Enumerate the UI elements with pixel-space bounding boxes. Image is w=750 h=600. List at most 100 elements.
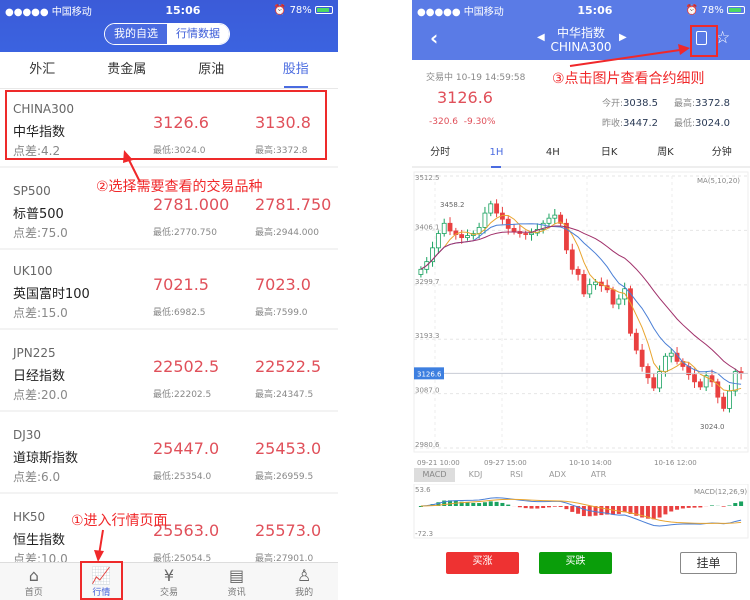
- candlestick-chart[interactable]: 3512.5 3406.1 3299.7 3193.3 3087.0 2980.6 09-2…: [412, 168, 750, 468]
- open-value: 3038.5: [623, 98, 659, 109]
- x-tick-label: 09-21 10:00: [417, 459, 460, 467]
- contract-details-clipboard-icon[interactable]: [696, 31, 707, 45]
- macd-bar: [645, 506, 650, 519]
- favorite-star-icon[interactable]: ☆: [715, 28, 731, 48]
- segment-market-data[interactable]: 行情数据: [167, 24, 229, 44]
- row-code: JPN225: [13, 346, 56, 360]
- candle-body: [581, 274, 587, 295]
- macd-bar: [581, 506, 586, 517]
- battery-percent: 78%: [289, 4, 312, 16]
- macd-bar: [570, 506, 575, 512]
- tab-label: 交易: [159, 588, 178, 598]
- tab-news[interactable]: ▤ 资讯: [203, 563, 271, 600]
- row-spread: 点差:6.0: [13, 470, 61, 484]
- candle-body: [482, 212, 488, 228]
- candle-body: [668, 352, 674, 357]
- indicator-tab-rsi[interactable]: RSI: [510, 470, 523, 479]
- tab-trend-chart[interactable]: 📈 行情: [68, 563, 136, 600]
- tab-user[interactable]: ♙ 我的: [270, 563, 338, 600]
- macd-bar: [546, 506, 551, 508]
- indicator-tab-kdj[interactable]: KDJ: [468, 470, 483, 479]
- macd-bar: [727, 505, 732, 506]
- candle-body: [657, 371, 662, 389]
- candle-body: [616, 298, 622, 305]
- indicator-tab-atr[interactable]: ATR: [590, 470, 607, 479]
- row-ask: 2781.750: [255, 195, 332, 214]
- macd-bar: [634, 506, 639, 516]
- tab-label: 行情: [92, 588, 111, 598]
- macd-bar: [459, 501, 464, 506]
- candle-body: [645, 366, 651, 379]
- macd-bar: [616, 506, 621, 514]
- candle-body: [633, 332, 639, 351]
- period-tab-5[interactable]: 分钟: [711, 147, 732, 158]
- buy-up-button[interactable]: 买涨: [446, 552, 519, 574]
- tab-home[interactable]: ⌂ 首页: [0, 563, 68, 600]
- tab-forex[interactable]: 外汇: [29, 62, 56, 77]
- period-tab-4[interactable]: 周K: [657, 147, 674, 158]
- period-tab-0[interactable]: 分时: [430, 147, 451, 158]
- back-chevron-icon[interactable]: ‹: [430, 26, 439, 50]
- ma10-line: [420, 223, 742, 385]
- buy-down-button[interactable]: 买跌: [539, 552, 612, 574]
- pending-order-button[interactable]: 挂单: [680, 552, 737, 574]
- row-low: 最低:2770.750: [153, 228, 217, 238]
- tab-crude-oil[interactable]: 原油: [198, 62, 225, 77]
- period-tab-3[interactable]: 日K: [600, 147, 618, 158]
- row-bid: 2781.000: [153, 195, 230, 214]
- candle-body: [628, 288, 633, 334]
- period-tab-2[interactable]: 4H: [545, 147, 560, 158]
- instrument-row-sp500[interactable]: SP500 标普500 点差:75.0 2781.000 2781.750 最低:2770…: [0, 170, 338, 250]
- change-value: -320.6: [429, 117, 459, 127]
- indicator-tab-adx[interactable]: ADX: [548, 470, 567, 479]
- candle-body: [639, 349, 645, 367]
- candle-body: [558, 214, 564, 224]
- instrument-name: 中华指数: [556, 26, 605, 40]
- candle-body: [610, 289, 616, 305]
- plot-frame: [413, 171, 749, 453]
- header-bar: ●●●●● 中国移动 15:06 ⏰ 78% ‹ 中华指数 CHINA300 ◀…: [412, 0, 750, 60]
- x-tick-label: 09-27 15:00: [484, 459, 527, 467]
- period-tab-1[interactable]: 1H: [468, 140, 524, 168]
- macd-bar: [709, 505, 714, 506]
- x-tick-label: 10-10 14:00: [569, 459, 612, 467]
- candle-body: [697, 381, 703, 388]
- macd-bar: [529, 506, 534, 509]
- annotation-step3: ③点击图片查看合约细则: [552, 71, 705, 87]
- row-code: UK100: [13, 264, 53, 278]
- macd-bar: [698, 506, 703, 508]
- instrument-row-china300[interactable]: CHINA300 中华指数 点差:4.2 3126.6 3130.8 最低:3024.0 最…: [0, 88, 338, 168]
- instrument-row-jpn225[interactable]: JPN225 日经指数 点差:20.0 22502.5 22522.5 最低:22202.…: [0, 332, 338, 412]
- row-ask: 25453.0: [255, 439, 322, 458]
- highlight-box: [690, 25, 718, 57]
- candle-body: [494, 203, 499, 214]
- row-low: 最低:25054.5: [153, 554, 212, 564]
- ma5-line: [420, 214, 742, 392]
- tab-stock-index[interactable]: 股指: [254, 52, 339, 88]
- row-bid: 25563.0: [153, 521, 220, 540]
- prev-close: 昨收:3447.2: [602, 116, 658, 129]
- indicator-tab-macd[interactable]: MACD: [414, 468, 455, 482]
- macd-bar: [651, 506, 656, 520]
- candle-body: [465, 235, 470, 239]
- segment-my-watchlist[interactable]: 我的自选: [105, 24, 167, 44]
- next-instrument-icon[interactable]: ▶: [619, 32, 627, 43]
- bottom-tab-bar: ⌂ 首页 📈 行情 ¥ 交易 ▤ 资讯 ♙ 我的: [0, 562, 338, 600]
- row-ask: 25573.0: [255, 521, 322, 540]
- instrument-row-dj30[interactable]: DJ30 道琼斯指数 点差:6.0 25447.0 25453.0 最低:25354.0 最…: [0, 414, 338, 494]
- tab-precious-metals[interactable]: 贵金属: [107, 62, 147, 77]
- tab-yen-exchange[interactable]: ¥ 交易: [135, 563, 203, 600]
- macd-bar: [686, 506, 691, 508]
- instrument-row-uk100[interactable]: UK100 英国富时100 点差:15.0 7021.5 7023.0 最低:6982.5…: [0, 250, 338, 330]
- header-bar: ●●●●● 中国移动 15:06 ⏰ 78% 我的自选 行情数据: [0, 0, 338, 52]
- y-tick-label: 3193.3: [415, 332, 440, 340]
- prev-instrument-icon[interactable]: ◀: [537, 32, 545, 43]
- dif-line: [420, 497, 742, 527]
- y-tick-label: 3299.7: [415, 278, 440, 286]
- tab-label: 我的: [295, 588, 314, 598]
- indicator-tabs: MACD KDJ RSI ADX ATR: [414, 468, 619, 482]
- row-name: 中华指数: [13, 125, 66, 140]
- candle-body: [447, 222, 453, 232]
- macd-chart: 53.6 -72.3 MACD(12,26,9): [413, 484, 749, 539]
- low-label: 最低:: [674, 119, 696, 129]
